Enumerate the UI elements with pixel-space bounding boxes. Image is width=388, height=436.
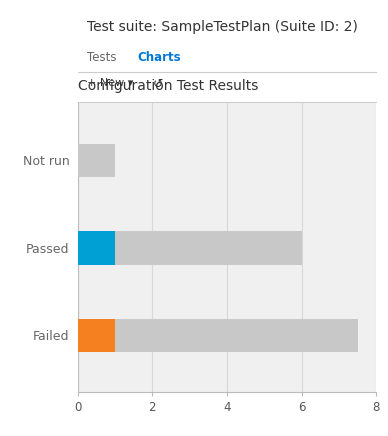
Text: Charts: Charts [137,51,181,64]
Text: Configuration Test Results: Configuration Test Results [78,78,258,92]
Text: Test suite: SampleTestPlan (Suite ID: 2): Test suite: SampleTestPlan (Suite ID: 2) [87,20,357,34]
Bar [115,231,302,265]
Bar [78,231,115,265]
Text: + New ▾: + New ▾ [87,78,133,88]
Bar [78,319,115,352]
Bar [78,144,115,177]
Text: Tests: Tests [87,51,116,64]
Bar [115,319,358,352]
Text: ↺: ↺ [152,78,163,91]
